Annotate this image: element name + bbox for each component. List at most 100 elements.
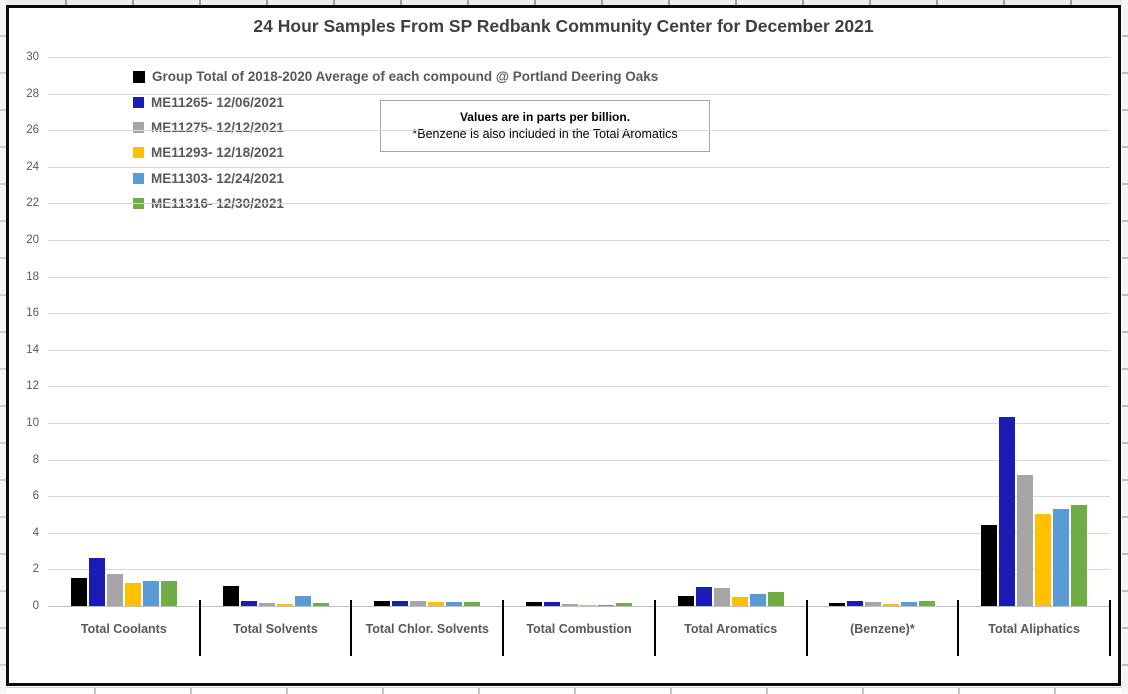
bar--benzene--s1 [847, 601, 864, 606]
bar-total-chlor-solvents-s0 [374, 600, 391, 606]
chart-title: 24 Hour Samples From SP Redbank Communit… [253, 16, 874, 36]
legend-item: ME11293- 12/18/2021 [133, 140, 658, 165]
category-label: Total Aliphatics [988, 622, 1080, 636]
legend-item: ME11303- 12/24/2021 [133, 166, 658, 191]
gridline [48, 386, 1110, 388]
bar--benzene--s4 [901, 601, 918, 606]
legend-swatch-icon [133, 70, 145, 83]
bar-total-chlor-solvents-s2 [410, 601, 427, 606]
y-tick-label: 28 [26, 87, 39, 100]
bar-total-aliphatics-s2 [1017, 475, 1034, 606]
gridline [48, 276, 1110, 278]
bar-total-aromatics-s0 [677, 595, 694, 606]
bar-total-chlor-solvents-s5 [464, 601, 481, 606]
y-tick-label: 24 [26, 160, 39, 173]
chart-canvas: 24 Hour Samples From SP Redbank Communit… [6, 5, 1121, 686]
bar-total-solvents-s4 [294, 595, 311, 606]
gridline [48, 423, 1110, 424]
category-separator [1109, 600, 1111, 656]
y-tick-label: 16 [26, 307, 39, 320]
legend-label: ME11265- 12/06/2021 [151, 94, 284, 110]
annotation-line-2: *Benzene is also included in the Total A… [412, 127, 678, 141]
y-tick-label: 18 [26, 270, 39, 283]
bar-total-combustion-s4 [598, 604, 614, 606]
y-tick-label: 6 [32, 490, 39, 503]
bar-total-solvents-s3 [276, 604, 293, 606]
x-axis-line [48, 606, 1110, 607]
legend-item: ME11275- 12/12/2021 [133, 115, 658, 140]
bar-total-coolants-s3 [124, 583, 141, 606]
legend-swatch-icon [133, 96, 144, 108]
gridline [48, 496, 1110, 498]
annotation-text-box: Values are in parts per billion. *Benzen… [380, 100, 710, 152]
bar-total-aliphatics-s1 [999, 416, 1016, 606]
bar-total-chlor-solvents-s3 [428, 602, 445, 606]
bar-total-aliphatics-s4 [1053, 509, 1070, 606]
category-separator [502, 600, 505, 656]
bar-total-solvents-s2 [258, 602, 275, 606]
annotation-line-1: Values are in parts per billion. [459, 110, 631, 124]
category-separator [957, 600, 960, 656]
bar-total-combustion-s1 [544, 601, 560, 606]
gridline [48, 313, 1110, 315]
y-tick-label: 4 [32, 526, 39, 539]
bar-total-combustion-s5 [616, 603, 632, 606]
gridline [48, 569, 1110, 571]
bar-total-aliphatics-s3 [1035, 513, 1052, 606]
bar-total-aromatics-s5 [767, 592, 784, 606]
bar-total-combustion-s3 [580, 604, 596, 606]
y-tick-label: 2 [32, 563, 39, 576]
gridline [48, 166, 1110, 168]
bar-total-aromatics-s2 [713, 587, 730, 606]
bar-total-combustion-s0 [526, 601, 542, 606]
bar-total-solvents-s5 [312, 602, 329, 606]
legend-swatch-icon [133, 147, 144, 159]
gridline [48, 203, 1110, 205]
bar-total-coolants-s5 [160, 581, 177, 606]
category-separator [198, 600, 201, 656]
category-label: Total Coolants [80, 622, 167, 636]
bar-total-coolants-s1 [88, 558, 105, 606]
y-tick-label: 14 [26, 343, 39, 356]
category-separator [805, 600, 808, 656]
spreadsheet-left-gridlines [0, 0, 6, 693]
spreadsheet-top-gridlines [0, 0, 1128, 5]
legend-label: ME11275- 12/12/2021 [151, 119, 284, 135]
legend-label: ME11293- 12/18/2021 [151, 145, 284, 161]
bar-total-aliphatics-s5 [1071, 505, 1088, 606]
gridline [48, 459, 1110, 461]
bar-total-coolants-s2 [106, 573, 123, 606]
bar--benzene--s0 [829, 602, 846, 606]
y-tick-label: 12 [26, 380, 39, 393]
y-tick-label: 22 [26, 197, 39, 210]
category-label: Total Chlor. Solvents [365, 622, 489, 636]
bar-total-solvents-s1 [240, 601, 257, 606]
category-separator [350, 600, 353, 656]
legend-label: Group Total of 2018-2020 Average of each… [152, 69, 659, 85]
bar-total-aromatics-s1 [695, 586, 712, 606]
category-label: Total Aromatics [684, 622, 778, 636]
legend-item: ME11265- 12/06/2021 [133, 89, 658, 114]
gridline [48, 130, 1110, 132]
bar-total-aromatics-s4 [749, 594, 766, 606]
gridline [48, 93, 1110, 95]
bar-total-chlor-solvents-s4 [446, 601, 463, 606]
category-separator [653, 600, 656, 656]
y-tick-label: 10 [26, 417, 39, 429]
bar--benzene--s3 [883, 603, 900, 606]
legend-swatch-icon [133, 172, 144, 184]
bar-total-combustion-s2 [562, 604, 578, 606]
bar-total-aliphatics-s0 [981, 524, 998, 606]
spreadsheet-bottom-gridlines [0, 687, 1128, 694]
y-tick-label: 20 [26, 234, 39, 246]
bar-total-aromatics-s3 [731, 596, 748, 606]
bar-total-coolants-s4 [142, 581, 159, 606]
gridline [48, 57, 1110, 58]
gridline [48, 240, 1110, 241]
bar--benzene--s2 [865, 601, 882, 606]
bar--benzene--s5 [919, 601, 936, 606]
y-tick-label: 0 [32, 600, 39, 612]
y-tick-label: 26 [26, 124, 39, 137]
bar-total-chlor-solvents-s1 [392, 600, 409, 606]
gridline [48, 532, 1110, 534]
